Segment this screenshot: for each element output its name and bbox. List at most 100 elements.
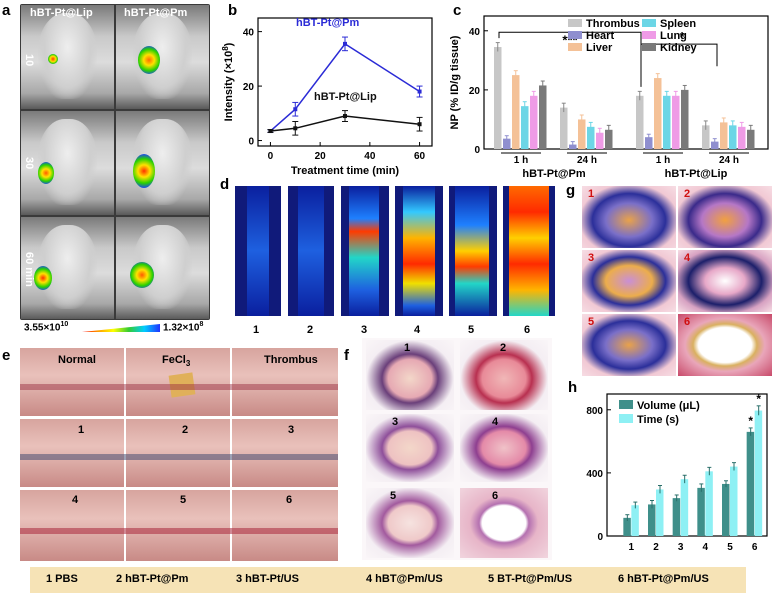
category-label: 1 h [656, 155, 670, 166]
time-label-10: 10 [23, 54, 35, 67]
legend-label: Time (s) [637, 414, 679, 426]
bar [746, 431, 755, 536]
vessel-photo [20, 348, 124, 416]
stain-section [582, 186, 676, 248]
bar [645, 137, 653, 149]
legend-swatch [642, 31, 656, 39]
y-axis-label: NP (% ID/g tissue) [449, 35, 461, 129]
bar [711, 141, 719, 149]
legend-item-3: 3 hBT-Pt/US [236, 573, 299, 585]
significance-marker: * [748, 414, 753, 428]
data-point [343, 114, 347, 119]
data-point [417, 89, 422, 94]
y-tick-label: 400 [586, 469, 603, 480]
group-legend: 1 PBS 2 hBT-Pt@Pm 3 hBT-Pt/US 4 hBT@Pm/U… [30, 567, 746, 593]
bar [530, 95, 538, 149]
bar [747, 129, 755, 149]
x-tick-label: 6 [752, 542, 758, 553]
vessel-image [341, 186, 389, 316]
legend-label: Kidney [660, 42, 698, 54]
vessel-image [449, 186, 497, 316]
bar [578, 119, 586, 149]
bar [720, 122, 728, 149]
y-tick-label: 0 [597, 532, 603, 543]
panel-g-staining: 1 2 3 4 5 6 [582, 186, 772, 376]
bar [730, 466, 738, 536]
vessel-image [395, 186, 443, 316]
section-num: 3 [392, 416, 399, 428]
legend-swatch [619, 414, 633, 423]
signal-hotspot [133, 154, 155, 188]
panel-d-vessels [235, 186, 555, 316]
legend-item-2: 2 hBT-Pt@Pm [116, 573, 189, 585]
column-label-lip: hBT-Pt@Lip [30, 7, 93, 19]
stain-num: 1 [588, 188, 595, 200]
x-tick-label: 0 [268, 151, 274, 162]
bar [503, 138, 511, 149]
bar [722, 483, 730, 536]
mouse-image [116, 111, 209, 215]
category-label: 24 h [577, 155, 597, 166]
mouse-image [21, 5, 114, 109]
vessel-image [288, 186, 334, 316]
data-point [268, 129, 273, 134]
stain-num: 3 [588, 252, 595, 264]
bar [672, 498, 681, 536]
chart-h-volume-time: 0 400 800 1 2 3 4 5 ** 6 Volume (μL) Time (s) [586, 392, 768, 553]
legend-swatch [642, 19, 656, 27]
legend-item-4: 4 hBT@Pm/US [366, 573, 443, 585]
stain-section [678, 314, 772, 376]
vessel-photo [126, 419, 230, 487]
chart-c-biodistribution: 0 20 40 NP (% ID/g tissue) 1 h 24 h 1 h 24 h hBT… [449, 15, 769, 180]
lane-label: 3 [361, 324, 368, 336]
histology-section [366, 488, 454, 558]
legend-label: Lung [660, 30, 687, 42]
histology-section [366, 340, 454, 410]
lane-label: 5 [468, 324, 475, 336]
stain-num: 4 [684, 252, 691, 264]
legend-label: Heart [586, 30, 614, 42]
x-tick-label: 40 [364, 151, 376, 162]
vessel-photo [126, 490, 230, 561]
chart-b-intensity: 0 20 40 60 0 20 40 Treatment time (min) Intensit… [221, 17, 433, 177]
data-point [343, 41, 347, 46]
bar [605, 129, 613, 149]
histology-section [460, 414, 548, 482]
bar [494, 47, 502, 149]
legend-swatch [568, 19, 582, 27]
histology-section [366, 414, 454, 482]
stain-section [678, 186, 772, 248]
group-label: hBT-Pt@Lip [665, 168, 728, 180]
x-tick-label: 20 [315, 151, 327, 162]
signal-hotspot [130, 262, 154, 288]
legend-swatch [619, 400, 633, 409]
panel-a-imaging: hBT-Pt@Lip hBT-Pt@Pm 10 30 60 min [20, 4, 210, 320]
bar [587, 126, 595, 149]
bar [697, 487, 705, 536]
data-point [417, 122, 422, 127]
signal-hotspot [34, 266, 52, 290]
y-tick-label: 40 [469, 27, 481, 38]
x-tick-label: 60 [414, 151, 426, 162]
legend-swatch [568, 43, 582, 51]
vessel-photo [20, 490, 124, 561]
panel-e-photos: Normal FeCl3 Thrombus 1 2 3 4 5 6 [20, 348, 338, 561]
lane-label: 2 [307, 324, 314, 336]
category-label: 24 h [719, 155, 739, 166]
vessel-image [503, 186, 555, 316]
bar [663, 95, 671, 149]
scale-max-label: 1.32×108 [163, 321, 204, 334]
histology-section [460, 488, 548, 558]
bar [631, 505, 639, 536]
photo-num: 5 [180, 494, 187, 506]
section-num: 2 [500, 342, 507, 354]
color-scale-bar [82, 324, 160, 332]
bar [560, 107, 568, 149]
bar [705, 471, 713, 536]
y-tick-label: 20 [243, 82, 255, 93]
x-axis-label: Treatment time (min) [291, 165, 400, 177]
panel-label-a: a [2, 2, 11, 19]
significance-bracket [641, 43, 718, 67]
bar [680, 479, 689, 536]
lane-label: 4 [414, 324, 421, 336]
